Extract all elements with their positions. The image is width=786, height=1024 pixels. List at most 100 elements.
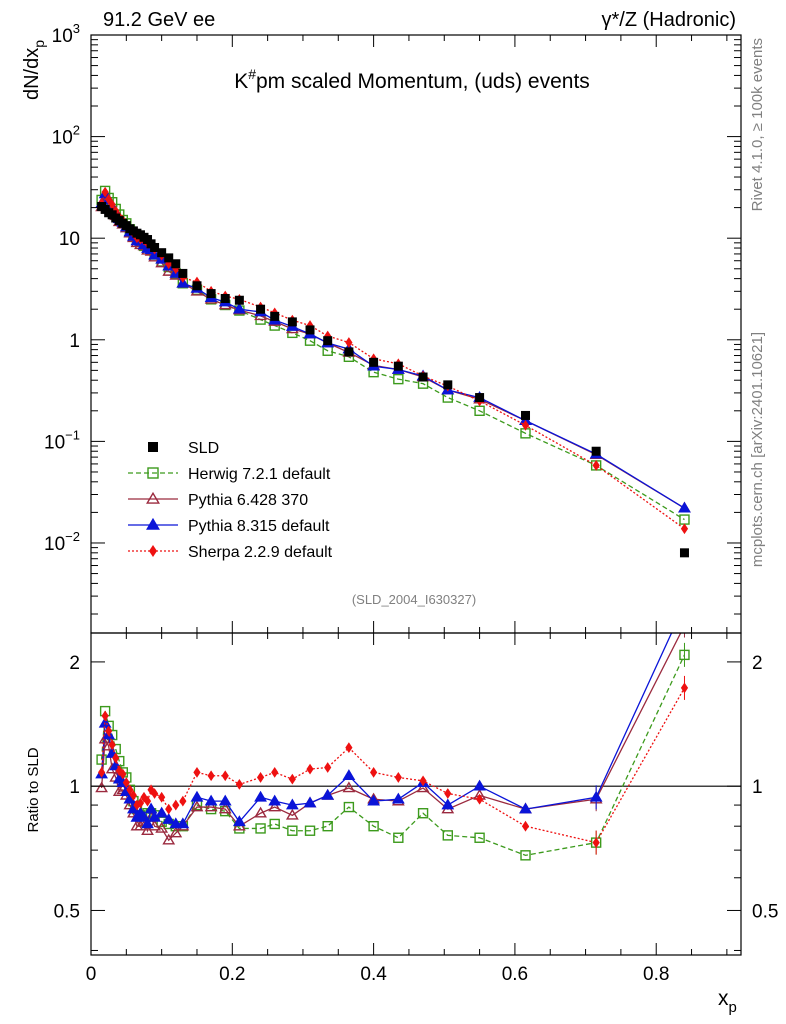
sherpa-ratio-point <box>521 820 530 832</box>
sld-point <box>150 242 160 252</box>
pythia6-ratio-point <box>285 808 299 820</box>
sld-point <box>369 357 379 367</box>
sherpa-ratio-line <box>100 687 686 844</box>
herwig-ratio-point <box>343 801 355 813</box>
sld-point <box>521 410 531 420</box>
series-sherpa <box>97 186 689 535</box>
pythia8-ratio-point <box>441 798 455 810</box>
pythia8-ratio-point <box>367 794 381 806</box>
pythia8-ratio-point <box>391 792 405 804</box>
sherpa-ratio-point <box>394 772 402 783</box>
y-tick-label: 10−1 <box>44 427 80 453</box>
pythia8-ratio-point <box>285 798 299 810</box>
y-tick-label: 103 <box>52 21 80 47</box>
herwig-ratio-point <box>255 823 266 834</box>
herwig-ratio-point <box>474 832 485 843</box>
legend-marker-sherpa <box>149 545 157 557</box>
pythia6-ratio-point <box>268 800 282 812</box>
sld-point <box>270 311 280 321</box>
sld-point <box>192 281 202 291</box>
sherpa-ratio-point <box>129 789 137 801</box>
legend-item-pythia6: Pythia 6.428 370 <box>128 491 308 509</box>
sherpa-ratio-point <box>122 777 130 789</box>
data-series <box>95 185 691 861</box>
sld-point <box>443 380 453 390</box>
pythia6-ratio-point <box>95 781 108 793</box>
legend: SLD Herwig 7.2.1 default Pythia 6.428 370 P… <box>128 440 333 561</box>
herwig-ratio-point <box>322 820 333 832</box>
sld-point <box>206 289 216 299</box>
pythia6-point <box>162 264 176 276</box>
ratio-y-tick-label-right: 1 <box>752 777 763 798</box>
ratio-series-pythia8 <box>95 600 689 829</box>
pythia8-ratio-point <box>232 815 246 827</box>
legend-item-sld: SLD <box>148 440 219 457</box>
sld-point <box>323 336 333 346</box>
herwig-ratio-point <box>520 850 531 861</box>
x-tick-label: 0.4 <box>360 964 387 985</box>
sherpa-point <box>101 186 109 198</box>
sld-point <box>287 317 297 327</box>
sld-point <box>344 347 354 357</box>
sherpa-ratio-point <box>592 837 600 849</box>
pythia8-ratio-point <box>204 794 218 806</box>
herwig-ratio-point <box>269 818 280 830</box>
sherpa-ratio-point <box>158 791 166 803</box>
sherpa-ratio-point <box>126 784 134 796</box>
herwig-point <box>442 392 453 403</box>
pythia6-ratio-point <box>112 785 126 796</box>
herwig-ratio-point <box>442 830 453 841</box>
herwig-ratio-point <box>679 649 690 661</box>
herwig-point <box>393 373 404 385</box>
sherpa-point <box>521 419 530 431</box>
sherpa-point <box>108 199 116 211</box>
ratio-y-tick-label-right: 2 <box>752 653 763 674</box>
ratio-series-sherpa <box>97 675 689 855</box>
pythia6-ratio-point <box>162 833 176 845</box>
bottom-ylabel: Ratio to SLD <box>25 747 42 832</box>
pythia8-ratio-point <box>190 790 204 802</box>
sherpa-ratio-point <box>108 739 116 751</box>
sherpa-point <box>172 263 180 275</box>
legend-label-pythia8: Pythia 8.315 default <box>188 518 330 535</box>
header-left: 91.2 GeV ee <box>103 9 215 31</box>
sherpa-ratio-point <box>444 788 452 799</box>
sherpa-ratio-point <box>306 763 314 775</box>
plot-frames <box>90 34 742 956</box>
sherpa-ratio-point <box>271 766 279 778</box>
sld-point <box>256 304 266 314</box>
sherpa-ratio-point <box>193 766 201 778</box>
legend-item-sherpa: Sherpa 2.2.9 default <box>128 544 333 561</box>
ratio-series-pythia6 <box>95 633 685 845</box>
x-tick-label: 0 <box>86 964 97 985</box>
herwig-ratio-point <box>417 808 429 819</box>
sld-point <box>157 248 167 258</box>
sld-point <box>418 372 428 382</box>
y-tick-label: 102 <box>52 123 80 149</box>
pythia8-ratio-point <box>144 802 158 814</box>
pythia8-ratio-point <box>589 790 603 802</box>
x-tick-label: 0.2 <box>219 964 245 985</box>
pythia8-ratio-point <box>679 600 689 609</box>
legend-item-herwig: Herwig 7.2.1 default <box>128 466 331 483</box>
ratio-y-tick-label: 2 <box>69 653 80 674</box>
series-sld <box>97 202 689 558</box>
pythia8-ratio-line <box>100 633 673 826</box>
sherpa-ratio-point <box>97 766 106 778</box>
sld-point <box>220 293 230 303</box>
pythia8-ratio-point <box>137 810 151 822</box>
axis-ticks <box>90 34 741 955</box>
legend-marker-sld <box>148 442 158 452</box>
sherpa-ratio-point <box>345 742 353 754</box>
sld-point <box>171 259 181 269</box>
sherpa-ratio-point <box>256 772 265 783</box>
pythia6-ratio-line <box>100 633 682 842</box>
pythia8-point <box>232 302 246 314</box>
pythia8-ratio-point <box>254 790 267 802</box>
sld-point <box>164 253 174 263</box>
sherpa-ratio-point <box>143 795 152 807</box>
legend-label-sld: SLD <box>188 440 219 457</box>
analysis-id: (SLD_2004_I630327) <box>352 592 476 607</box>
sherpa-ratio-point <box>119 768 127 780</box>
